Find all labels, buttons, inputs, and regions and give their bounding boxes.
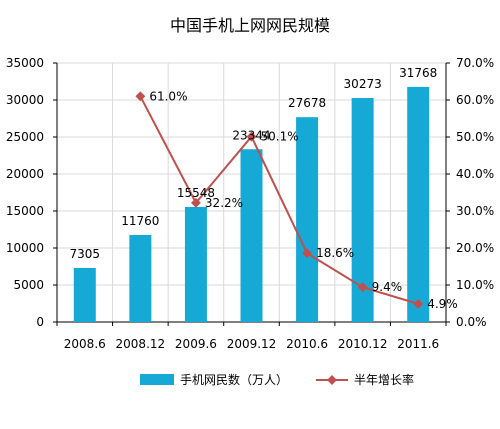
- legend: 手机网民数（万人） 半年增长率: [140, 372, 414, 387]
- x-tick-label: 2011.6: [397, 337, 439, 351]
- bar-value-label: 7305: [70, 247, 101, 261]
- chart-title: 中国手机上网网民规模: [170, 16, 330, 35]
- bar-value-label: 23344: [232, 128, 270, 142]
- legend-bar-swatch: [140, 374, 174, 385]
- y-left-tick-label: 15000: [6, 204, 44, 218]
- y-right-tick-label: 40.0%: [456, 167, 494, 181]
- y-left-tick-label: 5000: [13, 278, 44, 292]
- bar-value-label: 27678: [288, 96, 326, 110]
- growth-rate-point: [190, 197, 201, 208]
- y-left-tick-label: 20000: [6, 167, 44, 181]
- bar: [296, 117, 319, 322]
- x-tick-label: 2009.6: [175, 337, 217, 351]
- legend-bar-label: 手机网民数（万人）: [180, 372, 288, 387]
- y-left-tick-label: 10000: [6, 241, 44, 255]
- y-left-tick-label: 30000: [6, 93, 44, 107]
- growth-rate-point: [135, 91, 146, 102]
- x-tick-label: 2008.6: [64, 337, 106, 351]
- growth-rate-label: 32.2%: [205, 196, 243, 210]
- growth-rate-label: 50.1%: [261, 130, 299, 144]
- growth-rate-label: 61.0%: [149, 89, 187, 103]
- line-series: [135, 91, 424, 309]
- legend-line-marker: [327, 375, 337, 385]
- y-left-tick-label: 35000: [6, 56, 44, 70]
- y-right-tick-label: 20.0%: [456, 241, 494, 255]
- y-right-tick-label: 0.0%: [456, 315, 487, 329]
- growth-rate-point: [413, 298, 424, 309]
- growth-rate-label: 18.6%: [316, 246, 354, 260]
- bar-value-label: 11760: [121, 214, 159, 228]
- x-tick-label: 2010.12: [338, 337, 388, 351]
- growth-rate-point: [246, 131, 257, 142]
- y-right-tick-label: 30.0%: [456, 204, 494, 218]
- growth-rate-point: [302, 248, 313, 259]
- bar: [240, 149, 263, 322]
- y-left-tick-label: 0: [36, 315, 44, 329]
- x-tick-label: 2010.6: [286, 337, 328, 351]
- legend-line-label: 半年增长率: [354, 372, 414, 387]
- growth-rate-label: 4.9%: [427, 297, 458, 311]
- bar: [129, 234, 152, 322]
- y-right-tick-label: 10.0%: [456, 278, 494, 292]
- bar-value-label: 15548: [177, 186, 215, 200]
- y-right-tick-label: 50.0%: [456, 130, 494, 144]
- growth-rate-line: [139, 95, 419, 305]
- y-left-tick-label: 25000: [6, 130, 44, 144]
- bar-series: [73, 86, 430, 322]
- bar: [73, 267, 96, 322]
- growth-rate-point: [357, 282, 368, 293]
- bar-value-label: 31768: [399, 66, 437, 80]
- bar: [407, 86, 430, 322]
- bar: [351, 97, 374, 322]
- x-tick-label: 2009.12: [227, 337, 277, 351]
- y-right-tick-label: 60.0%: [456, 93, 494, 107]
- bar-value-label: 30273: [344, 77, 382, 91]
- growth-rate-label: 9.4%: [372, 280, 403, 294]
- x-tick-label: 2008.12: [116, 337, 166, 351]
- bar: [184, 206, 207, 322]
- data-labels: 7305 11760 15548 23344 27678 30273 31768 61.0% 3…: [70, 66, 458, 311]
- y-right-tick-label: 70.0%: [456, 56, 494, 70]
